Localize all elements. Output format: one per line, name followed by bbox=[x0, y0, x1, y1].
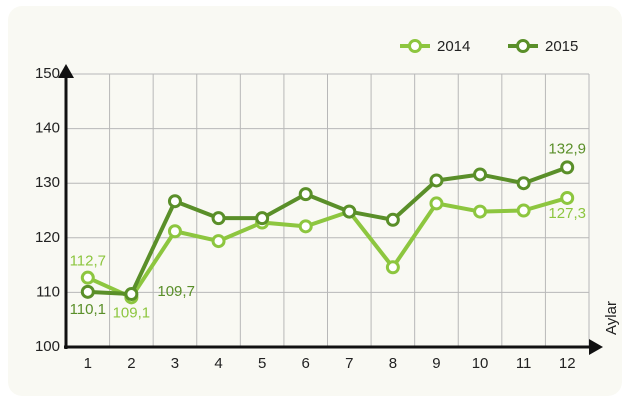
legend-label: 2014 bbox=[437, 38, 470, 55]
point bbox=[473, 167, 488, 182]
point bbox=[211, 234, 226, 249]
point bbox=[298, 187, 313, 202]
point bbox=[516, 203, 531, 218]
y-tick-label: 110 bbox=[36, 283, 60, 300]
y-axis-arrow bbox=[58, 64, 74, 78]
x-tick-label: 7 bbox=[345, 355, 353, 372]
point bbox=[167, 194, 182, 209]
x-tick-label: 11 bbox=[516, 355, 532, 372]
point bbox=[342, 204, 357, 219]
x-tick-label: 3 bbox=[171, 355, 179, 372]
point bbox=[255, 211, 270, 226]
point bbox=[473, 204, 488, 219]
x-tick-label: 1 bbox=[84, 355, 92, 372]
data-label: 132,9 bbox=[548, 140, 586, 157]
x-axis-arrow bbox=[589, 339, 603, 355]
point bbox=[429, 196, 444, 211]
y-tick-label: 140 bbox=[35, 120, 60, 137]
x-tick-label: 10 bbox=[472, 355, 489, 372]
x-axis-label: Aylar bbox=[603, 301, 620, 335]
point bbox=[211, 211, 226, 226]
x-tick-label: 12 bbox=[559, 355, 576, 372]
legend-label: 2015 bbox=[545, 38, 578, 55]
point bbox=[560, 190, 575, 205]
panel bbox=[8, 6, 622, 396]
x-tick-label: 2 bbox=[127, 355, 135, 372]
point bbox=[298, 219, 313, 234]
x-tick-label: 6 bbox=[302, 355, 310, 372]
legend-marker bbox=[408, 39, 422, 53]
data-label: 109,7 bbox=[157, 283, 195, 300]
point bbox=[385, 212, 400, 227]
data-label: 110,1 bbox=[70, 301, 106, 318]
data-label: 109,1 bbox=[113, 304, 151, 321]
point bbox=[516, 176, 531, 191]
point bbox=[167, 224, 182, 239]
point bbox=[80, 284, 95, 299]
point bbox=[80, 270, 95, 285]
x-tick-label: 8 bbox=[389, 355, 397, 372]
x-tick-label: 5 bbox=[258, 355, 266, 372]
series-line bbox=[87, 165, 568, 297]
point bbox=[429, 173, 444, 188]
point bbox=[124, 287, 139, 302]
legend-marker bbox=[516, 39, 530, 53]
y-tick-label: 130 bbox=[35, 174, 60, 191]
point bbox=[560, 160, 575, 175]
series-line bbox=[86, 196, 568, 300]
point bbox=[385, 260, 400, 275]
data-label: 112,7 bbox=[70, 253, 106, 270]
x-tick-label: 4 bbox=[214, 355, 222, 372]
x-tick-label: 9 bbox=[432, 355, 440, 372]
data-label: 127,3 bbox=[548, 205, 586, 222]
y-tick-label: 150 bbox=[35, 65, 60, 82]
y-tick-label: 120 bbox=[35, 229, 60, 246]
y-tick-label: 100 bbox=[35, 338, 60, 355]
